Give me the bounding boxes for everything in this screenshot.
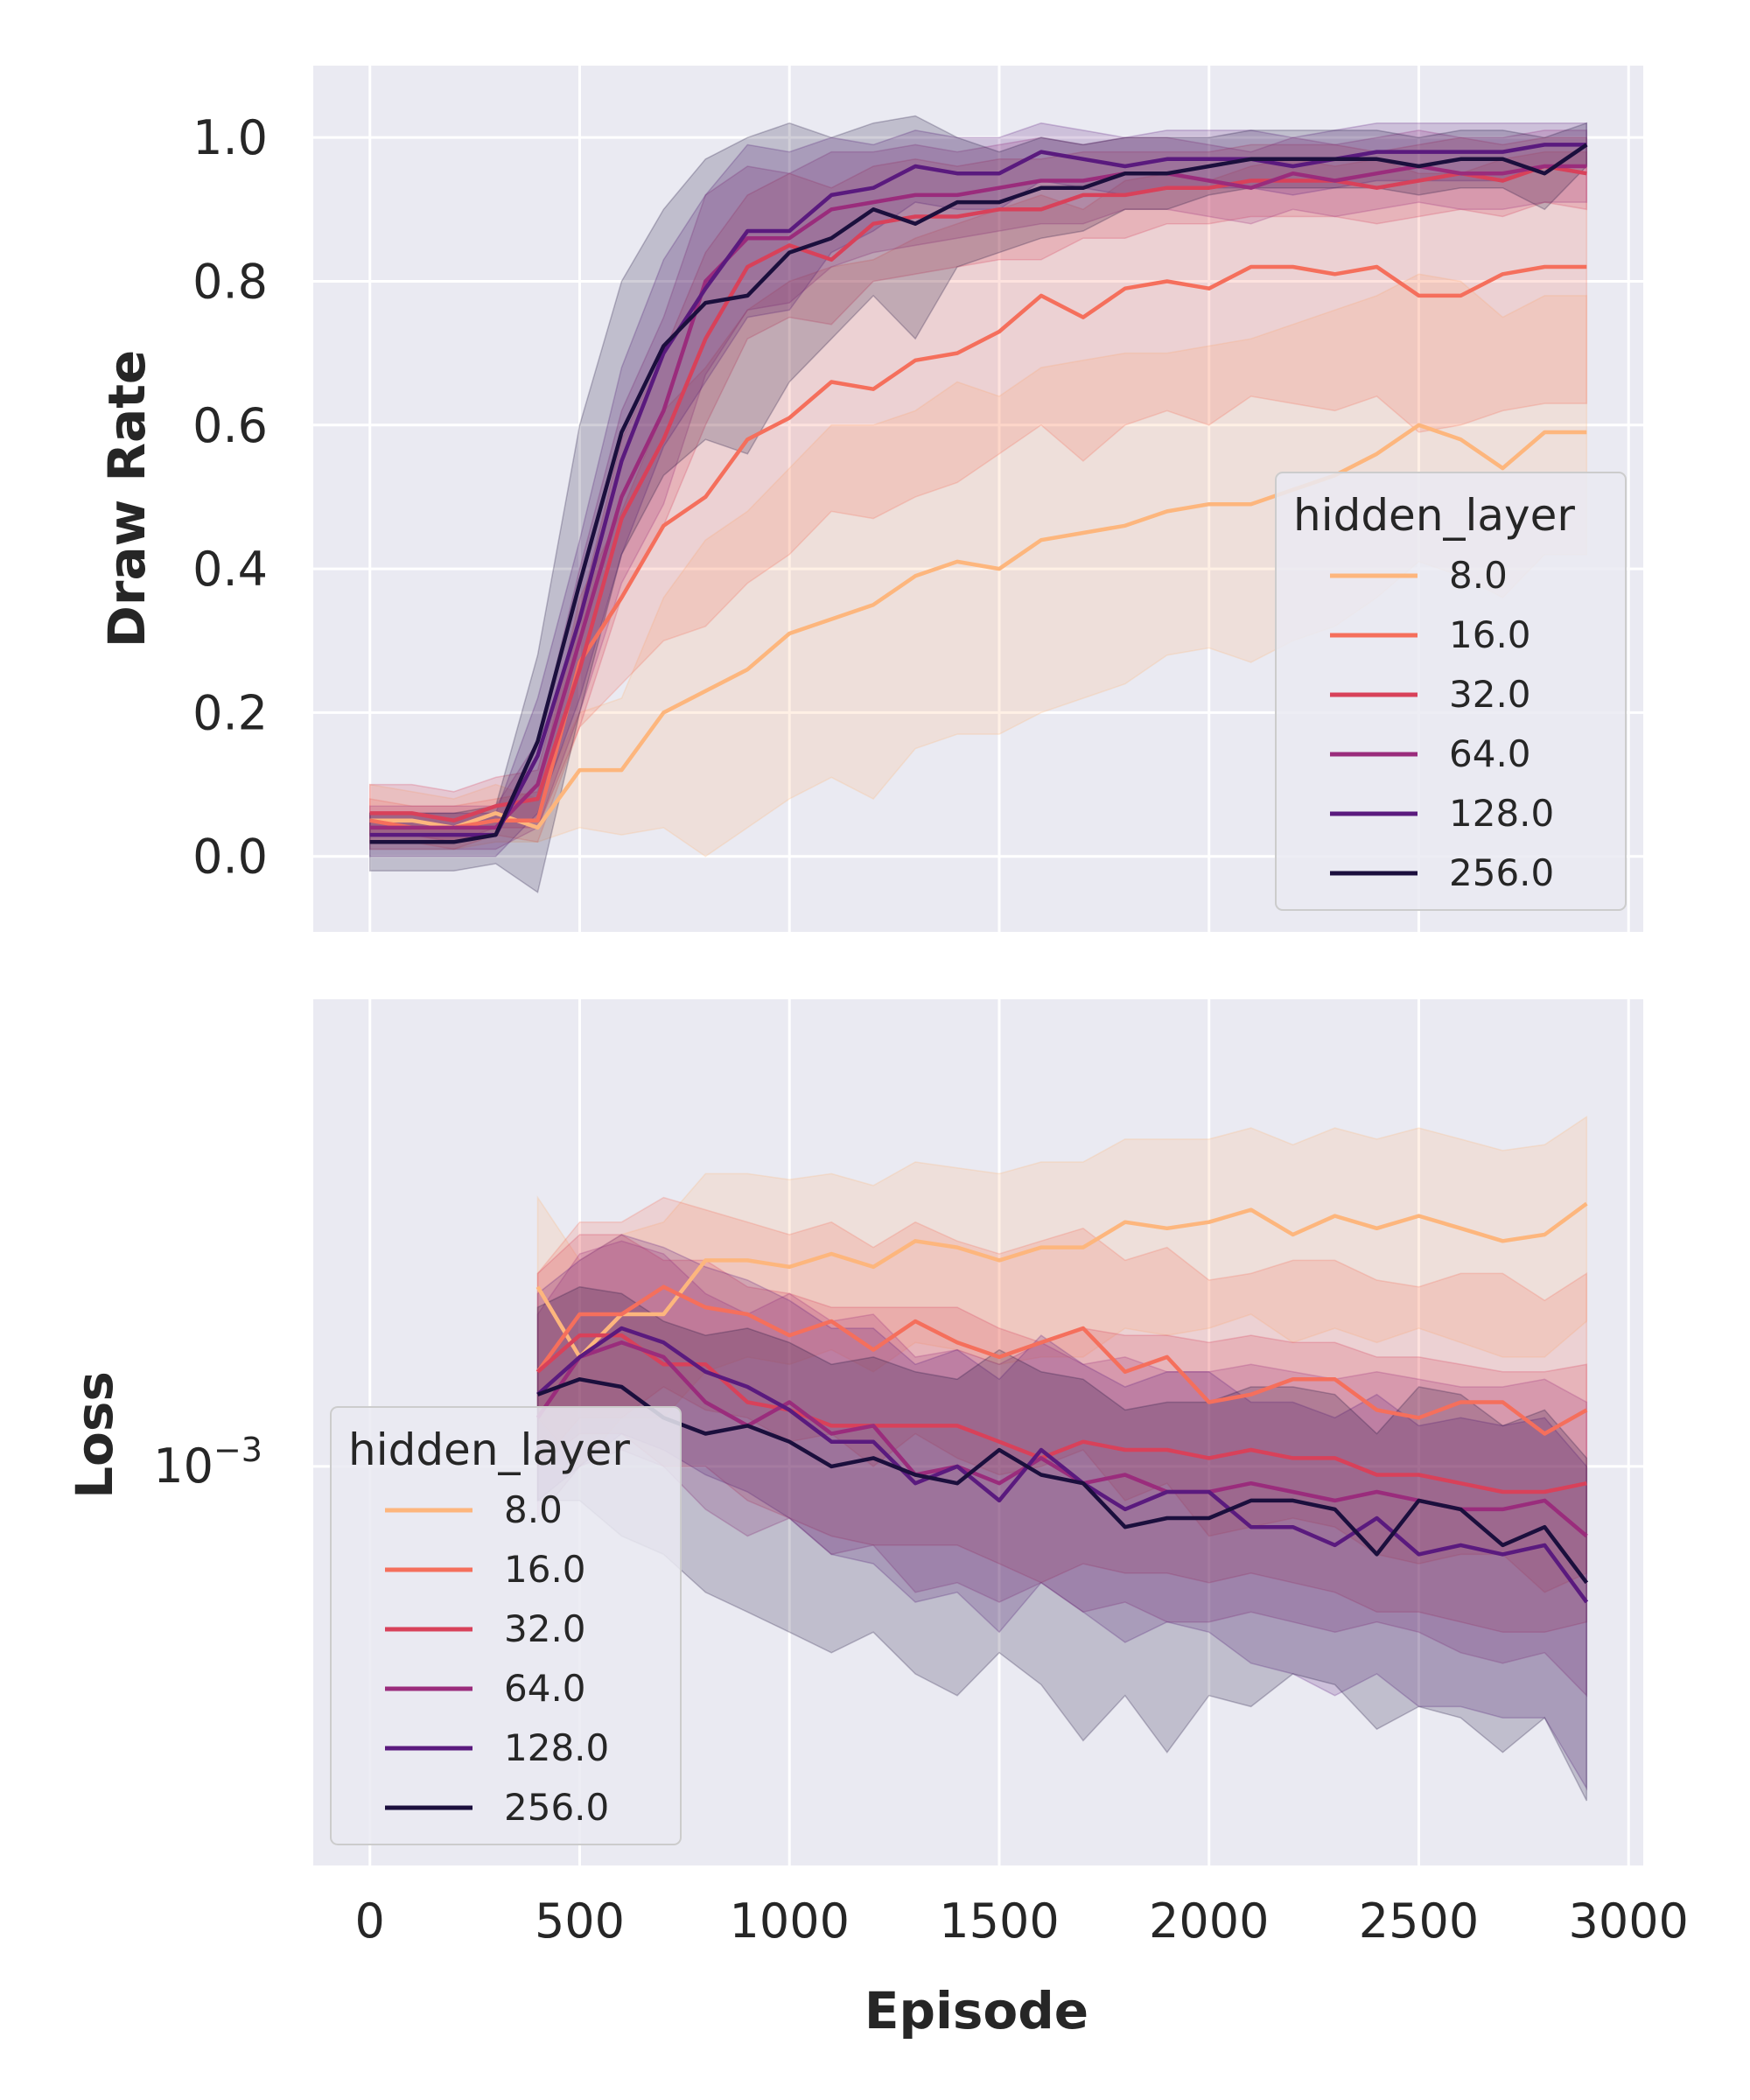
plot-area: [536, 1116, 1589, 1802]
y-tick-label: 0.0: [192, 830, 268, 885]
legend-title: hidden_layer: [348, 1424, 630, 1475]
series-16.0-band: [368, 150, 1588, 850]
legend-label-64.0: 64.0: [504, 1667, 586, 1710]
y-tick-label: 0.2: [192, 685, 268, 740]
series-32.0-line: [369, 164, 1587, 822]
episode-axis-title: Episode: [864, 1981, 1088, 2040]
draw-rate-axis-title: Draw Rate: [97, 350, 157, 648]
legend-label-256.0: 256.0: [504, 1786, 609, 1829]
legend-label-256.0: 256.0: [1449, 851, 1554, 894]
x-tick-label: 1500: [939, 1894, 1059, 1949]
series-128.0-line: [536, 1326, 1589, 1604]
x-tick-label: 2000: [1149, 1894, 1269, 1949]
loss-axis-title: Loss: [65, 1371, 124, 1499]
legend-label-8.0: 8.0: [504, 1488, 563, 1531]
y-tick-label: 0.4: [192, 542, 268, 597]
legend-label-128.0: 128.0: [504, 1726, 609, 1769]
x-tick-label: 500: [535, 1894, 625, 1949]
series-64.0-line: [536, 1340, 1588, 1538]
series-256.0-line: [369, 143, 1588, 844]
legend: hidden_layer 8.0 16.0 32.0 64.0 128.0 256.0: [330, 1406, 682, 1845]
x-tick-label: 3000: [1568, 1894, 1688, 1949]
series-32.0-band: [536, 1234, 1588, 1634]
series-16.0-band: [536, 1196, 1588, 1593]
loss-panel: 0 500 1000 1500 2000 2500 3000 10−3 hidden_layer…: [153, 999, 1689, 1949]
series-16.0-line: [536, 1284, 1588, 1436]
y-tick-label: 10−3: [153, 1431, 262, 1494]
series-8.0-line: [536, 1201, 1588, 1360]
legend-label-16.0: 16.0: [504, 1548, 586, 1591]
series-64.0-band: [368, 130, 1588, 850]
draw-rate-panel: 0.0 0.2 0.4 0.6 0.8 1.0 hidden_layer 8.0 16.0 32.…: [192, 66, 1643, 932]
y-tick-label: 1.0: [192, 110, 268, 165]
legend-label-32.0: 32.0: [1449, 673, 1531, 716]
plot-area: [368, 115, 1588, 894]
x-tick-label: 1000: [730, 1894, 850, 1949]
legend-label-128.0: 128.0: [1449, 792, 1554, 835]
legend-box: [330, 1406, 682, 1845]
series-128.0-band: [536, 1234, 1588, 1791]
legend-label-64.0: 64.0: [1449, 732, 1531, 775]
x-tick-label: 2500: [1359, 1894, 1479, 1949]
series-64.0-line: [369, 164, 1587, 830]
y-tick-label: 0.8: [192, 254, 268, 309]
series-8.0-line: [369, 423, 1587, 830]
legend-label-16.0: 16.0: [1449, 613, 1531, 656]
series-128.0-line: [369, 143, 1587, 837]
series-256.0-line: [536, 1377, 1589, 1585]
legend-label-8.0: 8.0: [1449, 554, 1508, 597]
series-32.0-line: [536, 1333, 1587, 1494]
y-tick-label: 0.6: [192, 398, 268, 453]
legend-box: [1275, 472, 1627, 911]
y-tick-exponent: −3: [214, 1431, 262, 1469]
x-tick-label: 0: [355, 1894, 385, 1949]
legend-label-32.0: 32.0: [504, 1607, 586, 1650]
legend-title: hidden_layer: [1293, 490, 1575, 541]
legend: hidden_layer 8.0 16.0 32.0 64.0 128.0 256.0: [1275, 472, 1627, 911]
series-8.0-band: [536, 1116, 1588, 1468]
